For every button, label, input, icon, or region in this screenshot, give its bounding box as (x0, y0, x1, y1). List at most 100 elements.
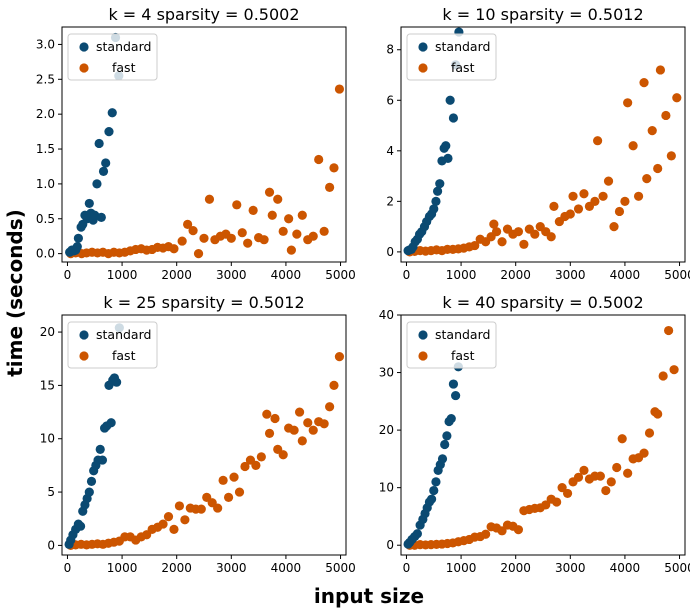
data-point-standard (412, 529, 422, 539)
data-point-fast (644, 428, 655, 438)
y-tick-label: 2.5 (36, 72, 55, 86)
data-point-fast (513, 525, 524, 535)
data-point-fast (669, 365, 679, 375)
data-point-fast (319, 226, 329, 236)
data-point-fast (579, 465, 589, 475)
x-tick-label: 2000 (500, 561, 531, 575)
series-fast (405, 325, 679, 550)
data-point-fast (229, 472, 239, 482)
legend-label-standard: standard (435, 327, 490, 342)
x-tick-label: 5000 (325, 268, 356, 282)
data-point-fast (489, 219, 499, 229)
subplot-title: k = 4 sparsity = 0.5002 (108, 5, 299, 24)
data-point-fast (218, 475, 228, 485)
data-point-fast (557, 483, 567, 493)
data-point-fast (278, 226, 288, 236)
data-point-fast (598, 191, 608, 201)
data-point-fast (289, 425, 299, 435)
subplot-title: k = 10 sparsity = 0.5012 (442, 5, 643, 24)
data-point-fast (297, 436, 307, 446)
data-point-fast (314, 154, 324, 165)
x-tick-label: 3000 (555, 561, 586, 575)
legend-marker-fast (79, 351, 89, 361)
x-tick-label: 2000 (161, 268, 192, 282)
data-point-fast (633, 191, 644, 201)
data-point-fast (325, 182, 335, 192)
data-point-fast (497, 526, 507, 536)
legend-label-fast: fast (451, 348, 475, 363)
data-point-fast (308, 425, 318, 435)
data-point-standard (97, 455, 108, 465)
data-point-standard (432, 186, 443, 196)
data-point-fast (325, 402, 335, 412)
subplot-1: k = 4 sparsity = 0.5002 0 1000 2000 3000 4000… (36, 5, 356, 282)
data-point-standard (435, 179, 445, 189)
data-point-fast (481, 529, 491, 539)
data-point-fast (193, 249, 204, 259)
legend: standard fast (406, 33, 497, 81)
data-point-fast (240, 461, 250, 472)
data-point-fast (278, 450, 288, 460)
subplot-title: k = 25 sparsity = 0.5012 (103, 293, 304, 312)
data-point-fast (262, 409, 272, 419)
data-point-standard (86, 476, 97, 486)
y-tick-label: 6 (386, 93, 394, 107)
y-tick-label: 0.5 (36, 212, 55, 226)
legend-box (406, 321, 497, 369)
data-point-fast (303, 418, 313, 428)
data-point-fast (606, 477, 616, 487)
legend-label-standard: standard (96, 39, 151, 54)
data-point-fast (169, 244, 179, 254)
y-tick-label: 1.0 (36, 177, 55, 191)
data-point-standard (112, 377, 122, 387)
data-point-standard (426, 494, 437, 504)
data-point-fast (177, 236, 187, 246)
data-point-fast (334, 84, 345, 94)
x-tick-label: 3000 (555, 268, 586, 282)
legend-box (406, 33, 497, 81)
data-point-fast (593, 136, 603, 146)
legend-marker-fast (79, 63, 89, 73)
data-point-fast (248, 205, 258, 215)
series-standard (403, 362, 463, 549)
data-point-fast (232, 200, 242, 210)
data-point-fast (286, 245, 296, 255)
legend-box (67, 33, 158, 81)
data-point-fast (647, 126, 657, 136)
legend: standard fast (67, 321, 158, 369)
y-tick-label: 10 (379, 481, 394, 495)
data-point-fast (612, 462, 622, 473)
data-point-fast (609, 222, 619, 232)
data-point-fast (639, 77, 649, 88)
shared-x-axis-label: input size (314, 584, 424, 608)
data-point-fast (623, 98, 633, 108)
subplot-3: k = 25 sparsity = 0.5012 0 1000 2000 3000 400… (40, 293, 356, 575)
data-point-fast (292, 229, 302, 239)
x-tick-label: 4000 (271, 268, 302, 282)
data-point-fast (264, 187, 275, 197)
shared-y-axis-label: time (seconds) (3, 209, 27, 377)
data-point-fast (672, 93, 682, 103)
data-point-fast (270, 413, 280, 424)
data-point-standard (442, 431, 452, 441)
x-tick-label: 2000 (161, 561, 192, 575)
series-fast (66, 84, 345, 259)
series-fast (66, 352, 345, 551)
x-tick-label: 5000 (664, 268, 690, 282)
data-point-fast (628, 141, 638, 151)
data-point-fast (664, 325, 674, 336)
subplot-title: k = 40 sparsity = 0.5002 (442, 293, 643, 312)
data-point-fast (623, 468, 633, 478)
y-tick-label: 0.0 (36, 247, 55, 261)
data-point-fast (655, 65, 666, 75)
legend-label-fast: fast (451, 60, 475, 75)
data-point-fast (568, 191, 578, 201)
data-point-fast (223, 492, 234, 502)
data-point-fast (617, 434, 627, 444)
y-tick-label: 40 (379, 308, 394, 322)
y-tick-label: 3.0 (36, 37, 55, 51)
x-tick-label: 3000 (216, 561, 247, 575)
x-tick-label: 1000 (107, 561, 138, 575)
